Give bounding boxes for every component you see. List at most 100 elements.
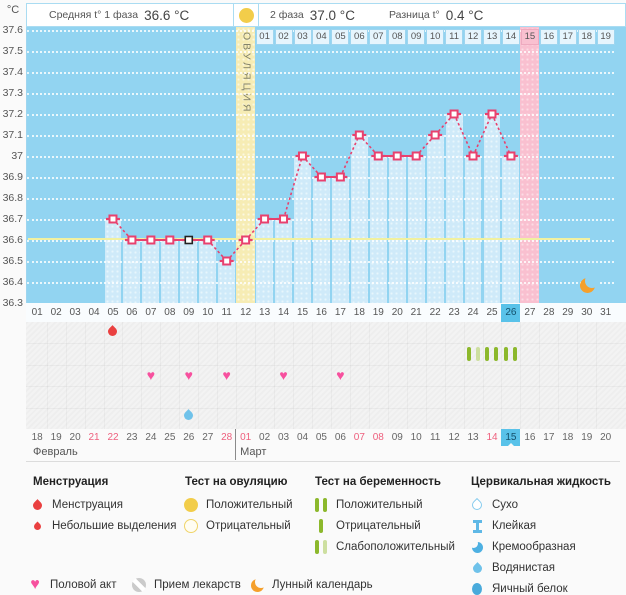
date-cell[interactable]: 13 [467,432,479,443]
date-cell[interactable]: 25 [164,432,176,443]
date-cell[interactable]: 02 [259,432,271,443]
day-cell[interactable]: 11 [221,307,232,318]
pregnancy-test-icon [466,347,480,361]
dpo-cell: 19 [596,29,615,45]
day-cell[interactable]: 01 [31,307,43,318]
date-cell[interactable]: 16 [524,432,536,443]
dpo-cell: 02 [274,29,293,45]
day-cell[interactable]: 08 [164,307,176,318]
legend-item: ♥ Половой акт [27,577,116,593]
date-cell[interactable]: 28 [221,432,233,443]
row-line [26,386,626,387]
date-cell[interactable]: 01 [240,432,252,443]
date-cell[interactable]: 20 [69,432,81,443]
day-cell[interactable]: 12 [240,307,252,318]
date-cell[interactable]: 24 [145,432,157,443]
column-line [445,322,446,429]
day-cell[interactable]: 26 [501,304,521,322]
day-cell[interactable]: 07 [145,307,157,318]
day-cell[interactable]: 21 [410,307,422,318]
day-cell[interactable]: 18 [353,307,365,318]
coverline [28,238,590,240]
two-bars-icon [313,497,329,513]
positive-circle-icon [183,497,199,513]
legend-item-label: Лунный календарь [272,579,373,591]
date-cell[interactable]: 18 [562,432,574,443]
date-cell[interactable]: 19 [581,432,593,443]
date-cell[interactable]: 19 [50,432,62,443]
day-cell[interactable]: 20 [391,307,403,318]
temp-bar [142,240,160,303]
day-cell[interactable]: 31 [600,307,612,318]
day-cell[interactable]: 19 [372,307,384,318]
temp-bar [407,156,425,303]
day-cell[interactable]: 29 [562,307,574,318]
day-cell[interactable]: 09 [183,307,195,318]
day-cell[interactable]: 22 [429,307,441,318]
date-cell[interactable]: 14 [486,432,498,443]
legend-item: Положительный [313,497,423,513]
date-cell[interactable]: 10 [410,432,422,443]
day-cell[interactable]: 05 [107,307,119,318]
ovulation-test-cell [233,4,259,26]
date-cell[interactable]: 05 [315,432,327,443]
day-cell[interactable]: 17 [334,307,346,318]
day-cell[interactable]: 27 [524,307,536,318]
date-cell[interactable]: 03 [277,432,290,443]
intercourse-icon: ♥ [146,367,156,383]
date-cell[interactable]: 22 [107,432,119,443]
day-cell[interactable]: 14 [277,307,290,318]
phase1-summary: Средняя t° 1 фаза 36.6 °C [27,8,233,23]
day-cell[interactable]: 28 [543,307,555,318]
phase2-label: 2 фаза [270,9,304,21]
date-cell[interactable]: 07 [353,432,365,443]
temp-bar [502,156,520,303]
day-cell[interactable]: 30 [581,307,593,318]
date-cell[interactable]: 23 [126,432,138,443]
day-cell[interactable]: 25 [486,307,498,318]
date-cell[interactable]: 21 [88,432,100,443]
day-cell[interactable]: 23 [448,307,460,318]
date-cell[interactable]: 18 [31,432,43,443]
date-cell[interactable]: 12 [448,432,460,443]
day-cell[interactable]: 10 [202,307,214,318]
y-tick-label: 37.6 [2,24,23,36]
date-cell[interactable]: 15 [501,429,521,446]
column-line [501,322,502,429]
day-cell[interactable]: 13 [259,307,271,318]
dpo-cell: 03 [293,29,312,45]
date-cell[interactable]: 20 [600,432,612,443]
date-cell[interactable]: 11 [429,432,441,443]
date-cell[interactable]: 04 [296,432,309,443]
day-cell[interactable]: 04 [88,307,100,318]
intercourse-icon: ♥ [336,367,345,383]
y-tick-label: 37.3 [2,87,23,99]
y-tick-label: 36.9 [2,171,23,183]
date-cell[interactable]: 09 [391,432,403,443]
day-cell[interactable]: 02 [50,307,62,318]
date-cell[interactable]: 08 [372,432,384,443]
date-cell[interactable]: 17 [543,432,555,443]
day-cell[interactable]: 06 [126,307,138,318]
date-cell[interactable]: 27 [202,432,214,443]
column-line [293,322,294,429]
temp-bar [445,114,463,303]
heart-icon: ♥ [30,576,40,593]
y-tick-label: 37.4 [2,66,23,78]
moon-icon [579,274,599,293]
dpo-cell: 07 [369,29,388,45]
legend-item: Отрицательный [313,518,421,534]
day-cell[interactable]: 16 [315,307,327,318]
date-cell[interactable]: 06 [334,432,346,443]
date-cell[interactable]: 26 [183,432,195,443]
grid-line [27,156,614,158]
day-cell[interactable]: 15 [296,307,309,318]
legend-item: Прием лекарств [131,577,241,593]
y-tick-label: 37.1 [2,129,23,141]
day-cell[interactable]: 24 [467,307,479,318]
legend-item: Клейкая [469,518,536,534]
spotting-drop-icon [29,518,45,534]
day-cell[interactable]: 03 [69,307,81,318]
legend-item-label: Положительный [206,499,293,511]
column-line [47,322,48,429]
